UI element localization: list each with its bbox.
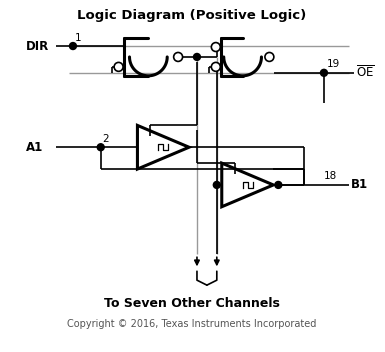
Circle shape	[97, 144, 104, 151]
Text: 18: 18	[324, 171, 337, 181]
Text: $\overline{\mathsf{OE}}$: $\overline{\mathsf{OE}}$	[356, 65, 374, 81]
Circle shape	[275, 182, 282, 188]
Text: 19: 19	[327, 59, 340, 69]
Circle shape	[69, 43, 77, 50]
Circle shape	[194, 54, 201, 61]
Text: 1: 1	[75, 33, 82, 43]
Text: B1: B1	[351, 178, 368, 191]
Circle shape	[211, 43, 220, 51]
Text: Logic Diagram (Positive Logic): Logic Diagram (Positive Logic)	[77, 9, 306, 22]
Circle shape	[213, 182, 220, 188]
Text: DIR: DIR	[26, 39, 50, 52]
Circle shape	[211, 62, 220, 71]
Text: 2: 2	[103, 134, 109, 144]
Circle shape	[174, 52, 182, 61]
Circle shape	[265, 52, 274, 61]
Text: Copyright © 2016, Texas Instruments Incorporated: Copyright © 2016, Texas Instruments Inco…	[67, 319, 317, 329]
Circle shape	[114, 62, 123, 71]
Text: To Seven Other Channels: To Seven Other Channels	[104, 297, 280, 310]
Circle shape	[320, 69, 327, 76]
Text: A1: A1	[26, 141, 44, 154]
